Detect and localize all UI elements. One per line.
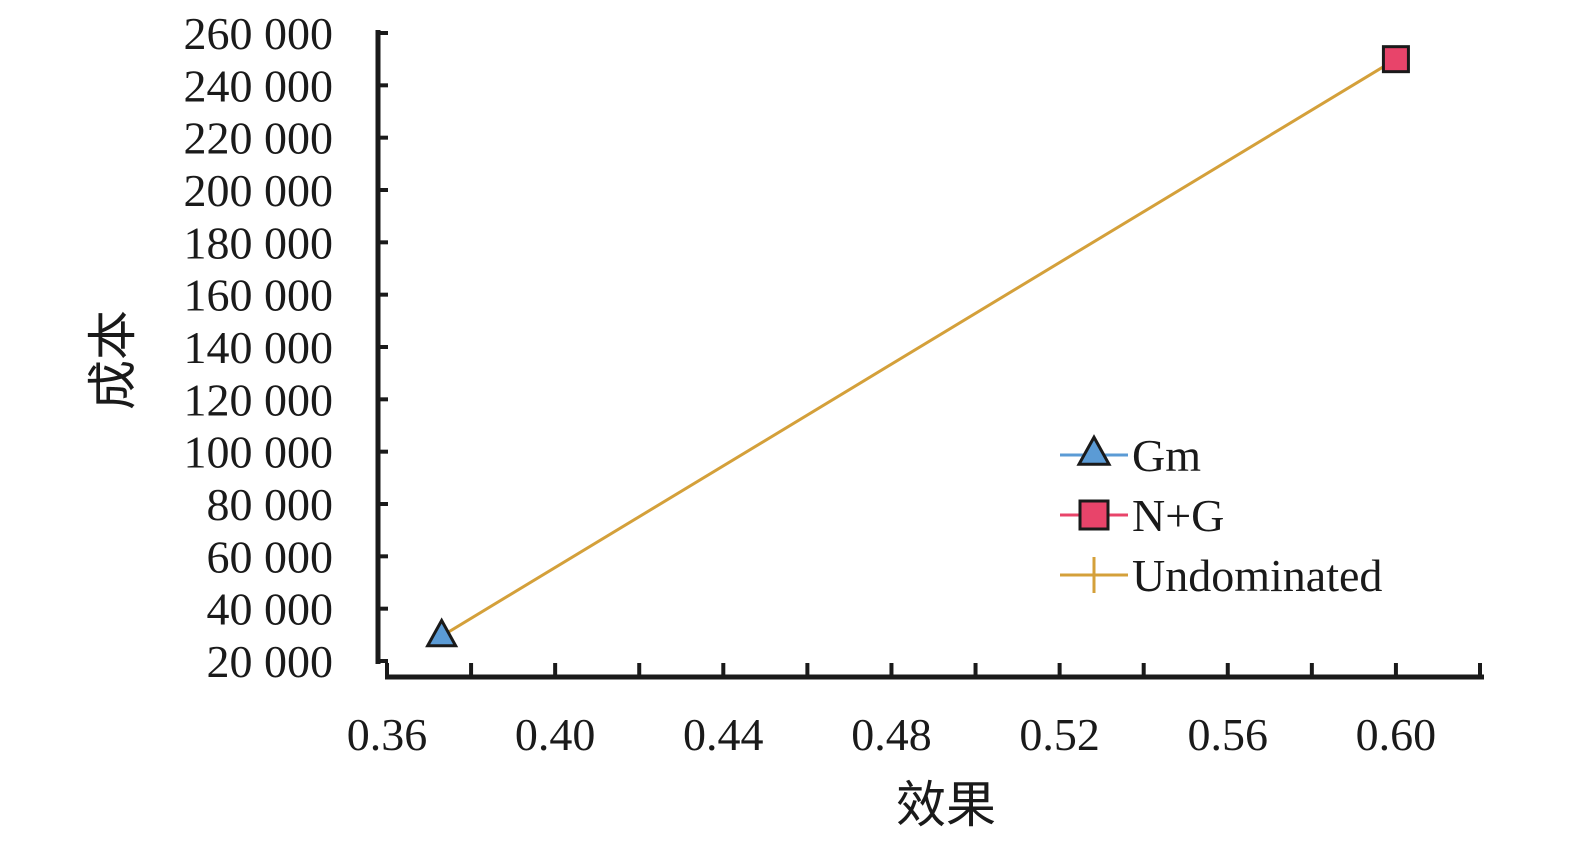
x-axis-title: 效果 <box>896 776 996 834</box>
x-tick-label: 0.40 <box>515 709 596 760</box>
y-tick-label: 20 000 <box>207 636 334 687</box>
y-tick-label: 200 000 <box>184 165 334 216</box>
legend-square-marker <box>1078 499 1110 531</box>
y-tick-label: 260 000 <box>184 8 334 59</box>
y-tick-label: 240 000 <box>184 60 334 111</box>
ng-point <box>1381 45 1410 74</box>
y-tick-label: 80 000 <box>207 479 334 530</box>
legend-triangle-marker <box>1076 434 1112 466</box>
y-tick-label: 180 000 <box>184 217 334 268</box>
x-tick-label: 0.36 <box>347 709 428 760</box>
legend-label: N+G <box>1132 490 1224 541</box>
undominated-line <box>440 57 1397 638</box>
y-tick-label: 160 000 <box>184 270 334 321</box>
series-layer <box>425 45 1410 648</box>
axis-titles: 效果 成本 <box>84 310 996 834</box>
y-tick-label: 100 000 <box>184 427 334 478</box>
legend-label: Gm <box>1132 430 1201 481</box>
y-tick-label: 220 000 <box>184 113 334 164</box>
x-tick-label: 0.44 <box>683 709 764 760</box>
legend: Gm N+G Undominated <box>1060 430 1382 601</box>
gm-point <box>425 617 459 648</box>
y-tick-label: 40 000 <box>207 584 334 635</box>
y-tick-label: 120 000 <box>184 374 334 425</box>
y-tick-label: 140 000 <box>184 322 334 373</box>
y-tick-label: 60 000 <box>207 531 334 582</box>
x-tick-label: 0.56 <box>1188 709 1269 760</box>
y-axis-title: 成本 <box>84 310 142 410</box>
x-tick-label: 0.48 <box>851 709 932 760</box>
x-tick-label: 0.52 <box>1019 709 1100 760</box>
legend-label: Undominated <box>1132 550 1382 601</box>
x-tick-label: 0.60 <box>1356 709 1437 760</box>
